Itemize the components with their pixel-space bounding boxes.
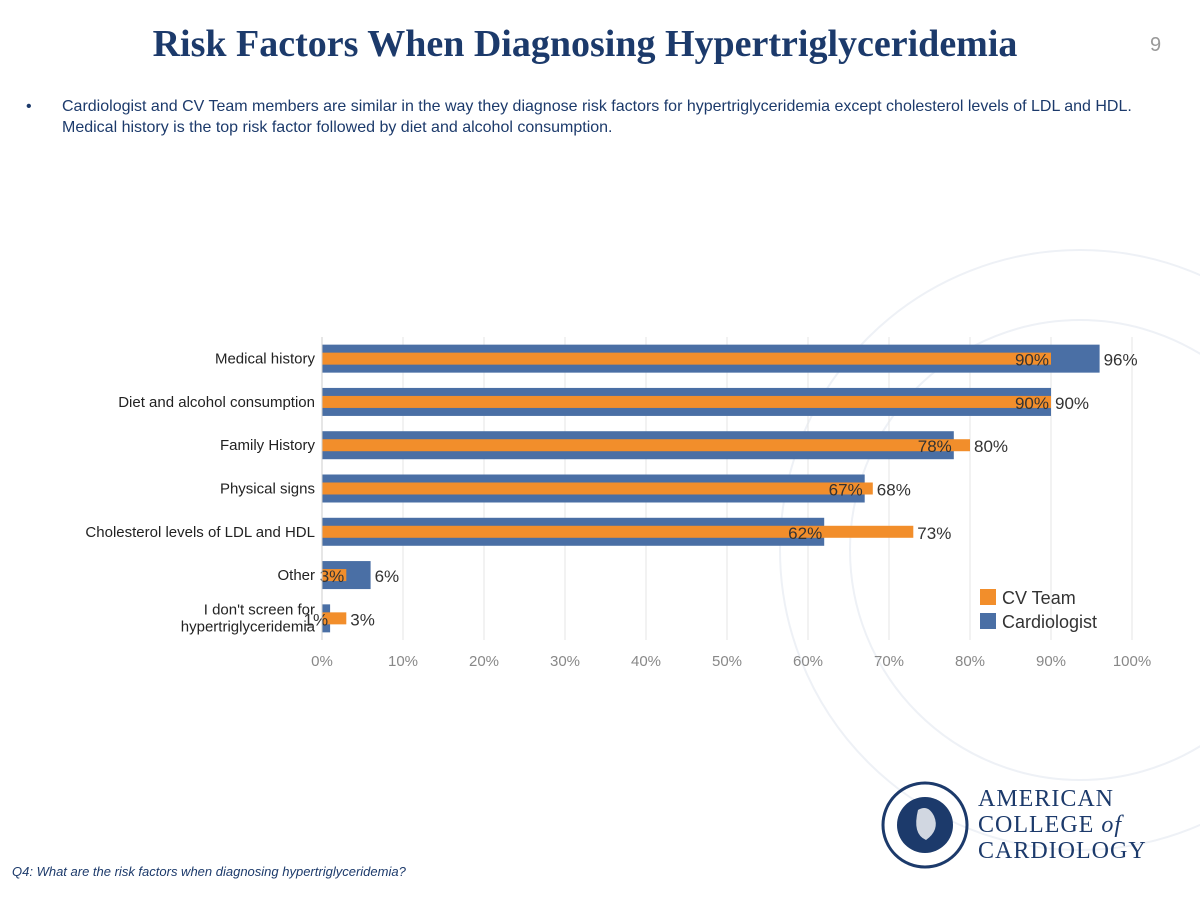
bar-cv-team	[322, 525, 914, 538]
x-tick-label: 70%	[874, 653, 904, 670]
category-label: Physical signs	[220, 481, 315, 498]
watermark-seal	[779, 249, 1200, 851]
legend-label: Cardiologist	[1002, 612, 1097, 632]
logo-of: of	[1101, 812, 1122, 838]
data-label-cv-team: 90%	[1015, 351, 1049, 370]
bullet-point: • Cardiologist and CV Team members are si…	[26, 96, 1176, 138]
data-label-cv-team: 3%	[320, 567, 345, 586]
acc-seal-icon	[881, 781, 969, 869]
data-label-cardiologist: 67%	[829, 481, 863, 500]
page-title: Risk Factors When Diagnosing Hypertrigly…	[152, 23, 1018, 65]
x-tick-label: 80%	[955, 653, 985, 670]
bar-cv-team	[322, 395, 1051, 408]
bar-cv-team	[322, 612, 347, 625]
bar-cv-team	[322, 569, 347, 582]
category-label: Cholesterol levels of LDL and HDL	[85, 524, 315, 541]
legend-swatch	[980, 589, 996, 605]
bar-cv-team	[322, 439, 970, 452]
category-label: I don't screen for hypertriglyceridemia	[181, 601, 316, 635]
x-tick-label: 0%	[311, 653, 333, 670]
category-label: Diet and alcohol consumption	[118, 394, 315, 411]
data-label-cardiologist: 62%	[788, 524, 822, 543]
x-tick-label: 100%	[1113, 653, 1151, 670]
footnote: Q4: What are the risk factors when diagn…	[12, 864, 406, 879]
data-label-cardiologist: 90%	[1055, 394, 1089, 413]
x-tick-label: 60%	[793, 653, 823, 670]
category-label: Other	[277, 567, 315, 584]
legend-label: CV Team	[1002, 588, 1076, 608]
watermark-seal-inner	[849, 319, 1200, 781]
x-tick-label: 40%	[631, 653, 661, 670]
bullet-text: Cardiologist and CV Team members are sim…	[62, 98, 1132, 136]
logo-line-2: COLLEGE	[978, 812, 1095, 838]
data-label-cv-team: 68%	[877, 481, 911, 500]
bullet-icon: •	[26, 98, 32, 115]
x-tick-label: 90%	[1036, 653, 1066, 670]
logo-line-3: CARDIOLOGY	[978, 838, 1147, 864]
data-label-cv-team: 80%	[974, 437, 1008, 456]
data-label-cardiologist: 78%	[918, 437, 952, 456]
x-tick-label: 30%	[550, 653, 580, 670]
data-label-cv-team: 90%	[1015, 394, 1049, 413]
x-tick-label: 20%	[469, 653, 499, 670]
data-label-cardiologist: 6%	[375, 567, 400, 586]
x-tick-label: 50%	[712, 653, 742, 670]
data-label-cv-team: 3%	[350, 610, 375, 629]
bar-cv-team	[322, 352, 1051, 365]
data-label-cv-team: 73%	[917, 524, 951, 543]
legend-swatch	[980, 613, 996, 629]
bar-cv-team	[322, 482, 873, 495]
category-label: Medical history	[215, 351, 316, 368]
page-number: 9	[1150, 34, 1162, 56]
category-label: Family History	[220, 437, 316, 454]
data-label-cardiologist: 96%	[1104, 351, 1138, 370]
logo-line-1: AMERICAN	[978, 786, 1115, 812]
acc-logo: AMERICAN COLLEGE of CARDIOLOGY	[880, 780, 1170, 870]
data-label-cardiologist: 1%	[304, 610, 329, 629]
x-tick-label: 10%	[388, 653, 418, 670]
